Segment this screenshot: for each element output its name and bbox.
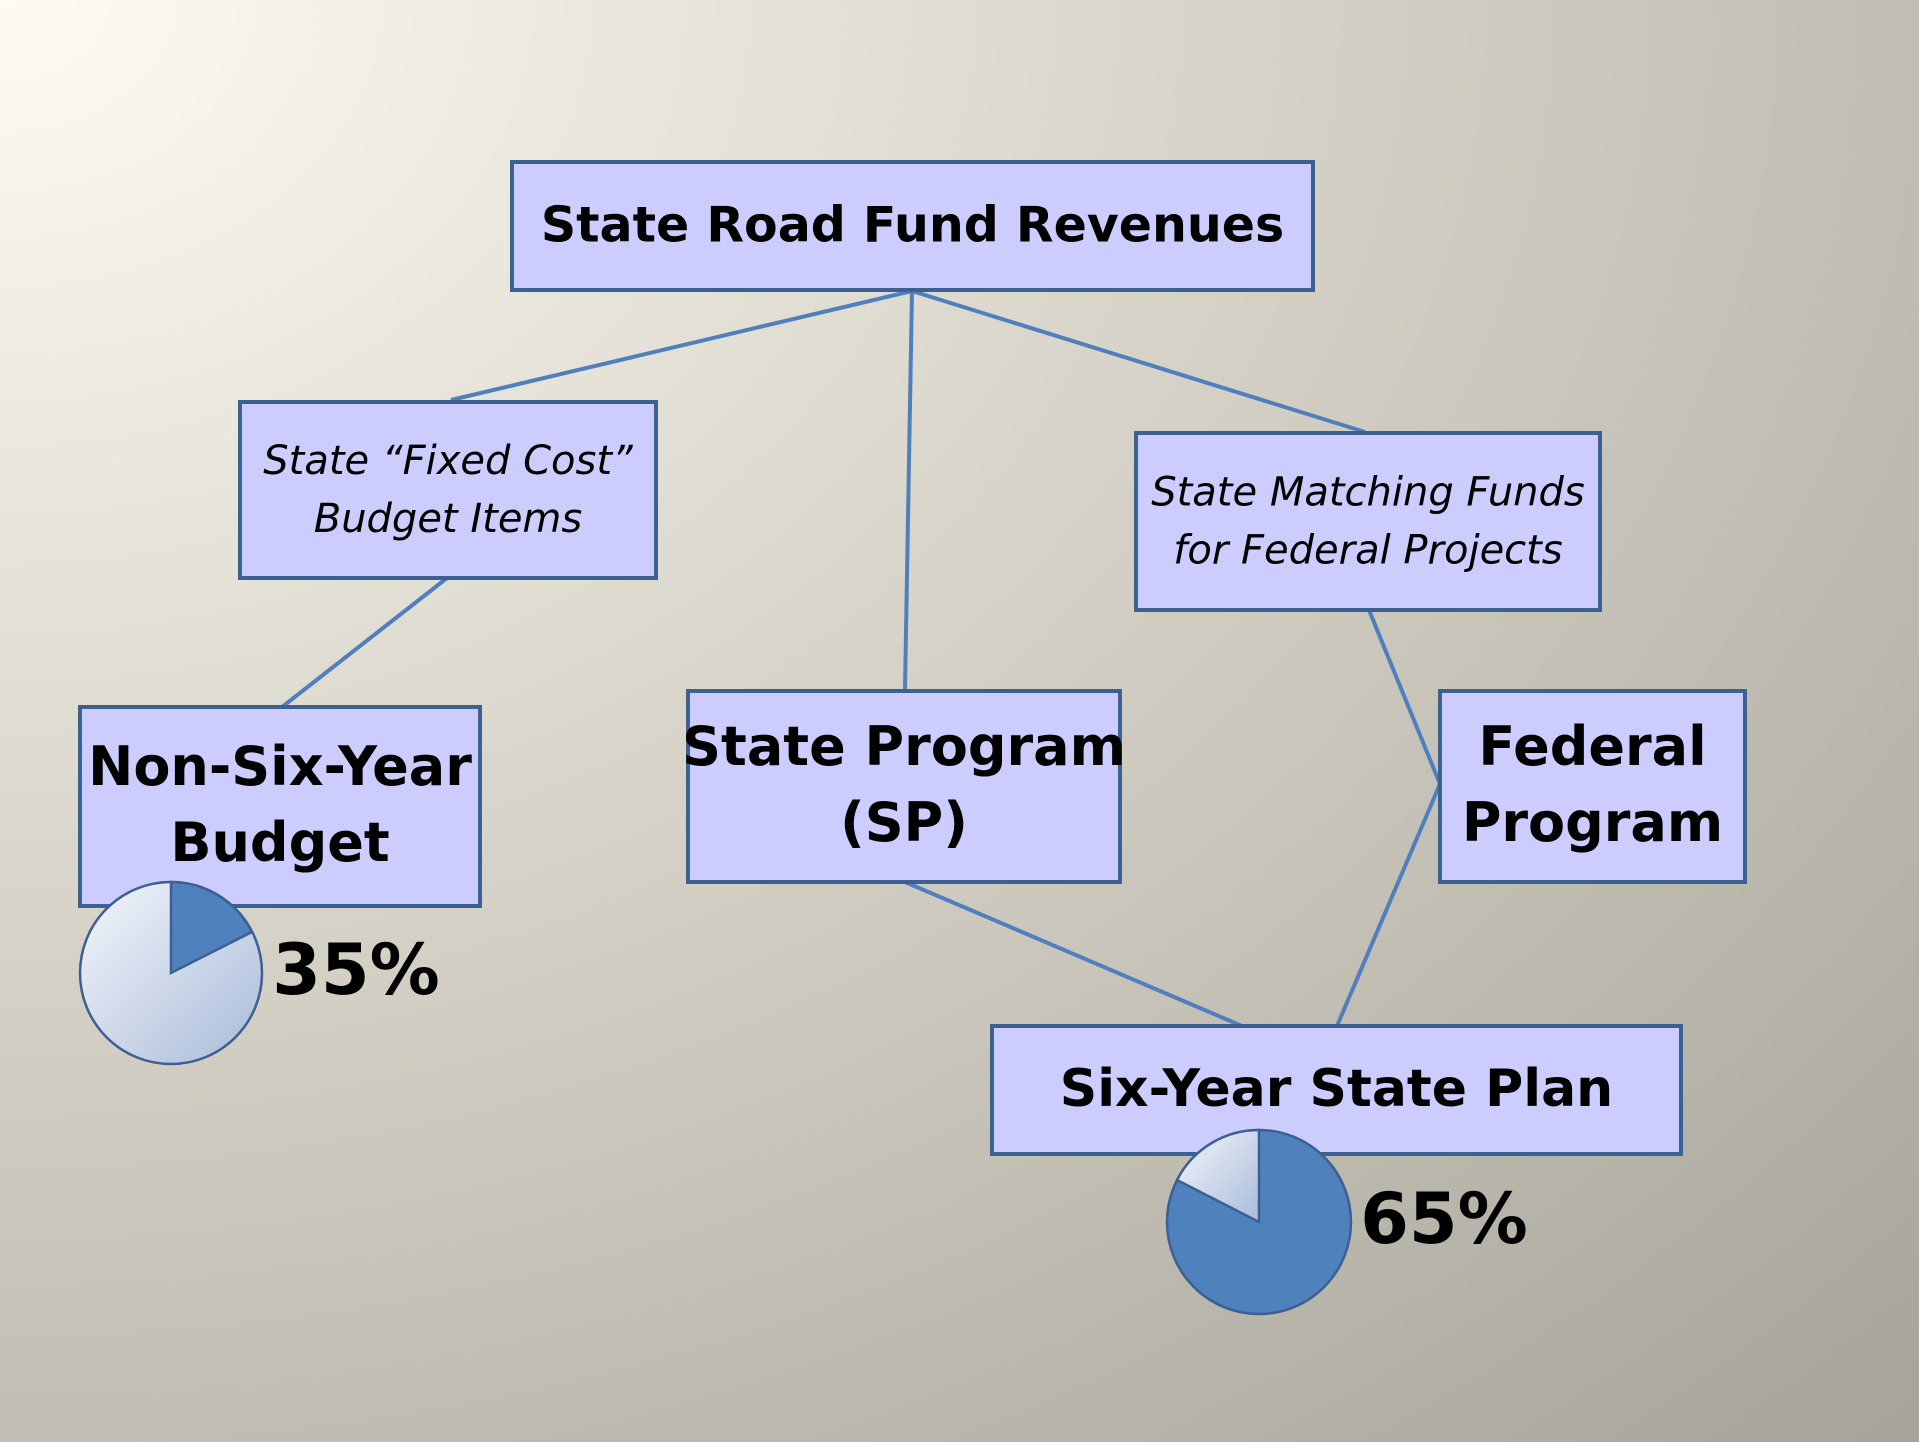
node-box bbox=[686, 689, 1122, 884]
connector bbox=[1367, 609, 1442, 785]
node-box bbox=[1438, 689, 1747, 884]
node-label: State “Fixed Cost” bbox=[263, 438, 633, 484]
connector bbox=[904, 880, 1243, 1028]
node-label: State Program bbox=[682, 715, 1126, 778]
node-label: State Road Fund Revenues bbox=[541, 197, 1284, 254]
pie-icon bbox=[78, 880, 264, 1066]
node-box bbox=[510, 160, 1315, 292]
node-label: for Federal Projects bbox=[1173, 528, 1562, 574]
node-box bbox=[1134, 431, 1602, 612]
share-label: 35% bbox=[272, 929, 440, 1011]
pie-slice bbox=[1175, 1128, 1261, 1225]
connector bbox=[911, 289, 1366, 434]
connector bbox=[1335, 783, 1442, 1027]
nodes: State Road Fund Revenues State “Fixed Cos… bbox=[78, 160, 1747, 1156]
node-label: Federal bbox=[1478, 715, 1706, 778]
node-label: Budget Items bbox=[314, 496, 582, 542]
pie-slice bbox=[169, 880, 254, 976]
pie-icon bbox=[1165, 1128, 1353, 1316]
node-box bbox=[238, 400, 658, 580]
node-box bbox=[78, 705, 482, 908]
node-label: Non-Six-Year bbox=[88, 735, 472, 798]
connector bbox=[280, 576, 449, 709]
node-label: Program bbox=[1462, 791, 1723, 854]
connector bbox=[450, 289, 913, 402]
node-box bbox=[990, 1024, 1683, 1156]
connectors bbox=[280, 289, 1442, 1028]
share-label: 65% bbox=[1360, 1178, 1528, 1260]
connector bbox=[903, 290, 914, 690]
node-label: Budget bbox=[170, 811, 389, 874]
node-label: State Matching Funds bbox=[1151, 470, 1585, 516]
node-label: Six-Year State Plan bbox=[1060, 1059, 1613, 1119]
node-label: (SP) bbox=[840, 791, 968, 854]
